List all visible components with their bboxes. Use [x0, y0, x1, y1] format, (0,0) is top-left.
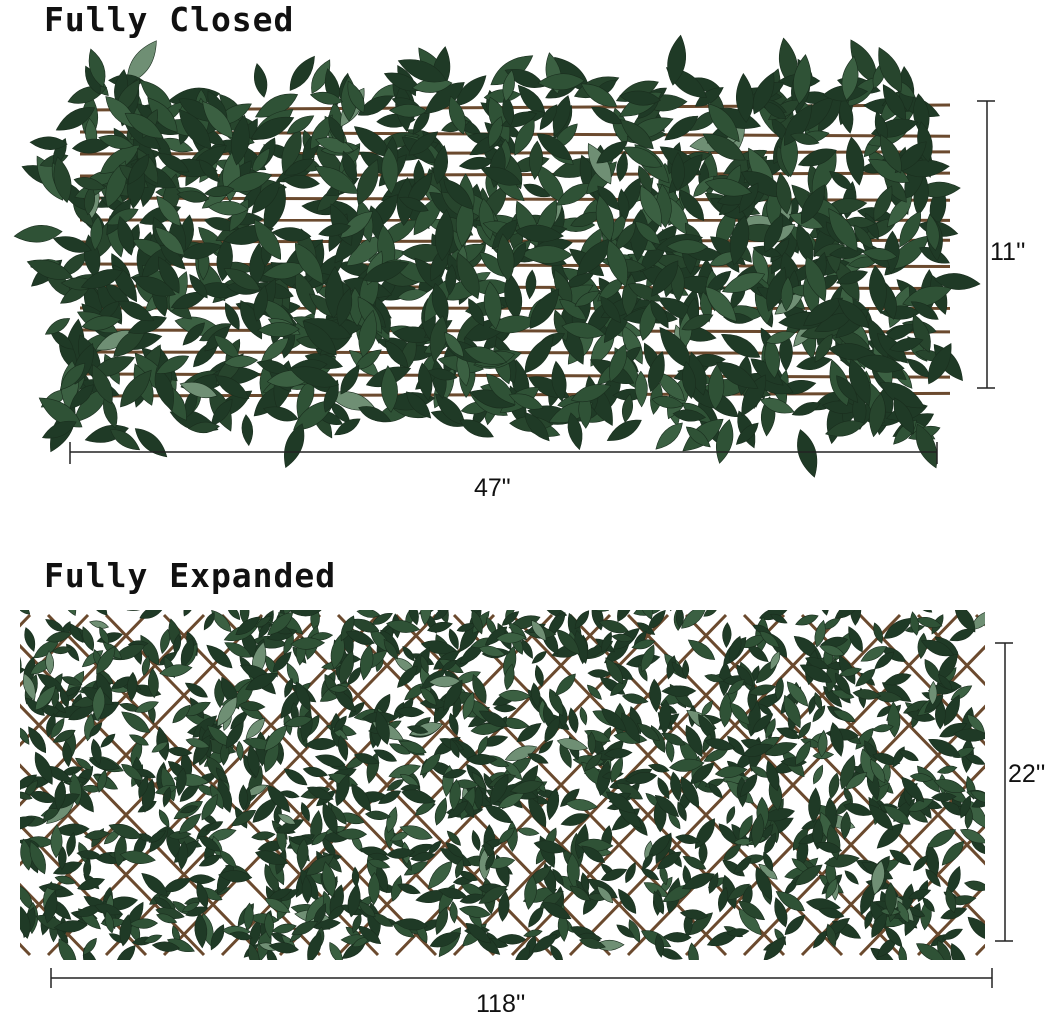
expanded-title: Fully Expanded [44, 556, 337, 595]
dimension-lines [50, 100, 1013, 988]
closed-height-label: 11'' [990, 238, 1026, 266]
expanded-width-label: 118'' [476, 990, 526, 1018]
closed-width-label: 47" [474, 474, 511, 502]
closed-hedge-image [13, 34, 981, 478]
expanded-hedge-image [20, 610, 985, 960]
expanded-height-label: 22'' [1008, 760, 1046, 788]
closed-title: Fully Closed [44, 0, 295, 39]
